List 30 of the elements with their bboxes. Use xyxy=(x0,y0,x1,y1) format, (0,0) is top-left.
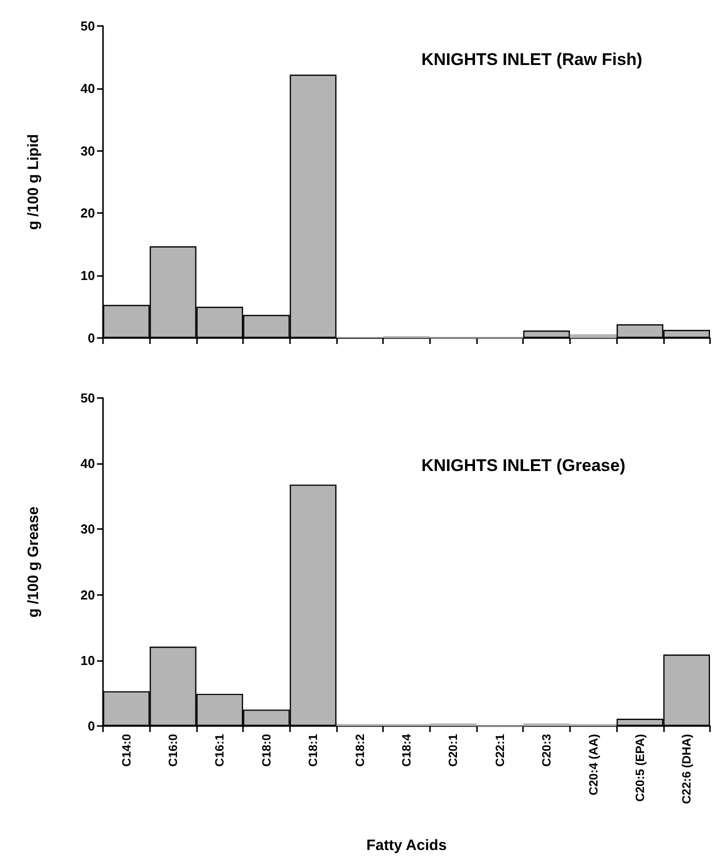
y-tick-label: 50 xyxy=(80,18,95,34)
text: KNIGHTS INLET (Grease) xyxy=(421,456,626,475)
x-tick-label: C20:1 xyxy=(446,734,460,767)
y-tick-label: 40 xyxy=(80,456,95,472)
x-tick-label: C22:6 (DHA) xyxy=(680,734,694,804)
x-tick-label: C20:5 (EPA) xyxy=(632,734,647,802)
y-tick-label: 40 xyxy=(80,80,95,96)
y-tick-label: 20 xyxy=(80,206,95,221)
x-tick-label: C22:1 xyxy=(492,734,507,767)
y-tick-label: 30 xyxy=(80,143,95,158)
y-tick-label: 0 xyxy=(88,330,95,346)
x-tick-label: C14:0 xyxy=(119,734,134,767)
x-tick-label: C20:4 (AA) xyxy=(586,734,600,796)
x-tick-label: C18:2 xyxy=(352,734,367,767)
x-tick-label: C18:0 xyxy=(259,734,274,767)
y-tick-label: 30 xyxy=(80,522,95,537)
y-tick-label: 0 xyxy=(88,718,95,734)
y-axis-title: g /100 g Grease xyxy=(25,506,42,618)
x-tick-label: C16:0 xyxy=(166,734,180,767)
x-tick-label: C20:3 xyxy=(540,734,554,767)
y-tick-label: 50 xyxy=(80,390,95,406)
y-tick-label: 10 xyxy=(80,652,95,668)
x-tick-label: C18:1 xyxy=(306,734,320,767)
x-axis-title: Fatty Acids xyxy=(366,837,447,854)
y-tick-label: 20 xyxy=(80,587,95,602)
x-tick-label: C16:1 xyxy=(212,734,227,767)
x-tick-label: C18:4 xyxy=(400,734,414,767)
y-tick-label: 10 xyxy=(80,268,95,284)
y-axis-title: g /100 g Lipid xyxy=(25,134,42,230)
text: KNIGHTS INLET (Raw Fish) xyxy=(421,50,642,69)
